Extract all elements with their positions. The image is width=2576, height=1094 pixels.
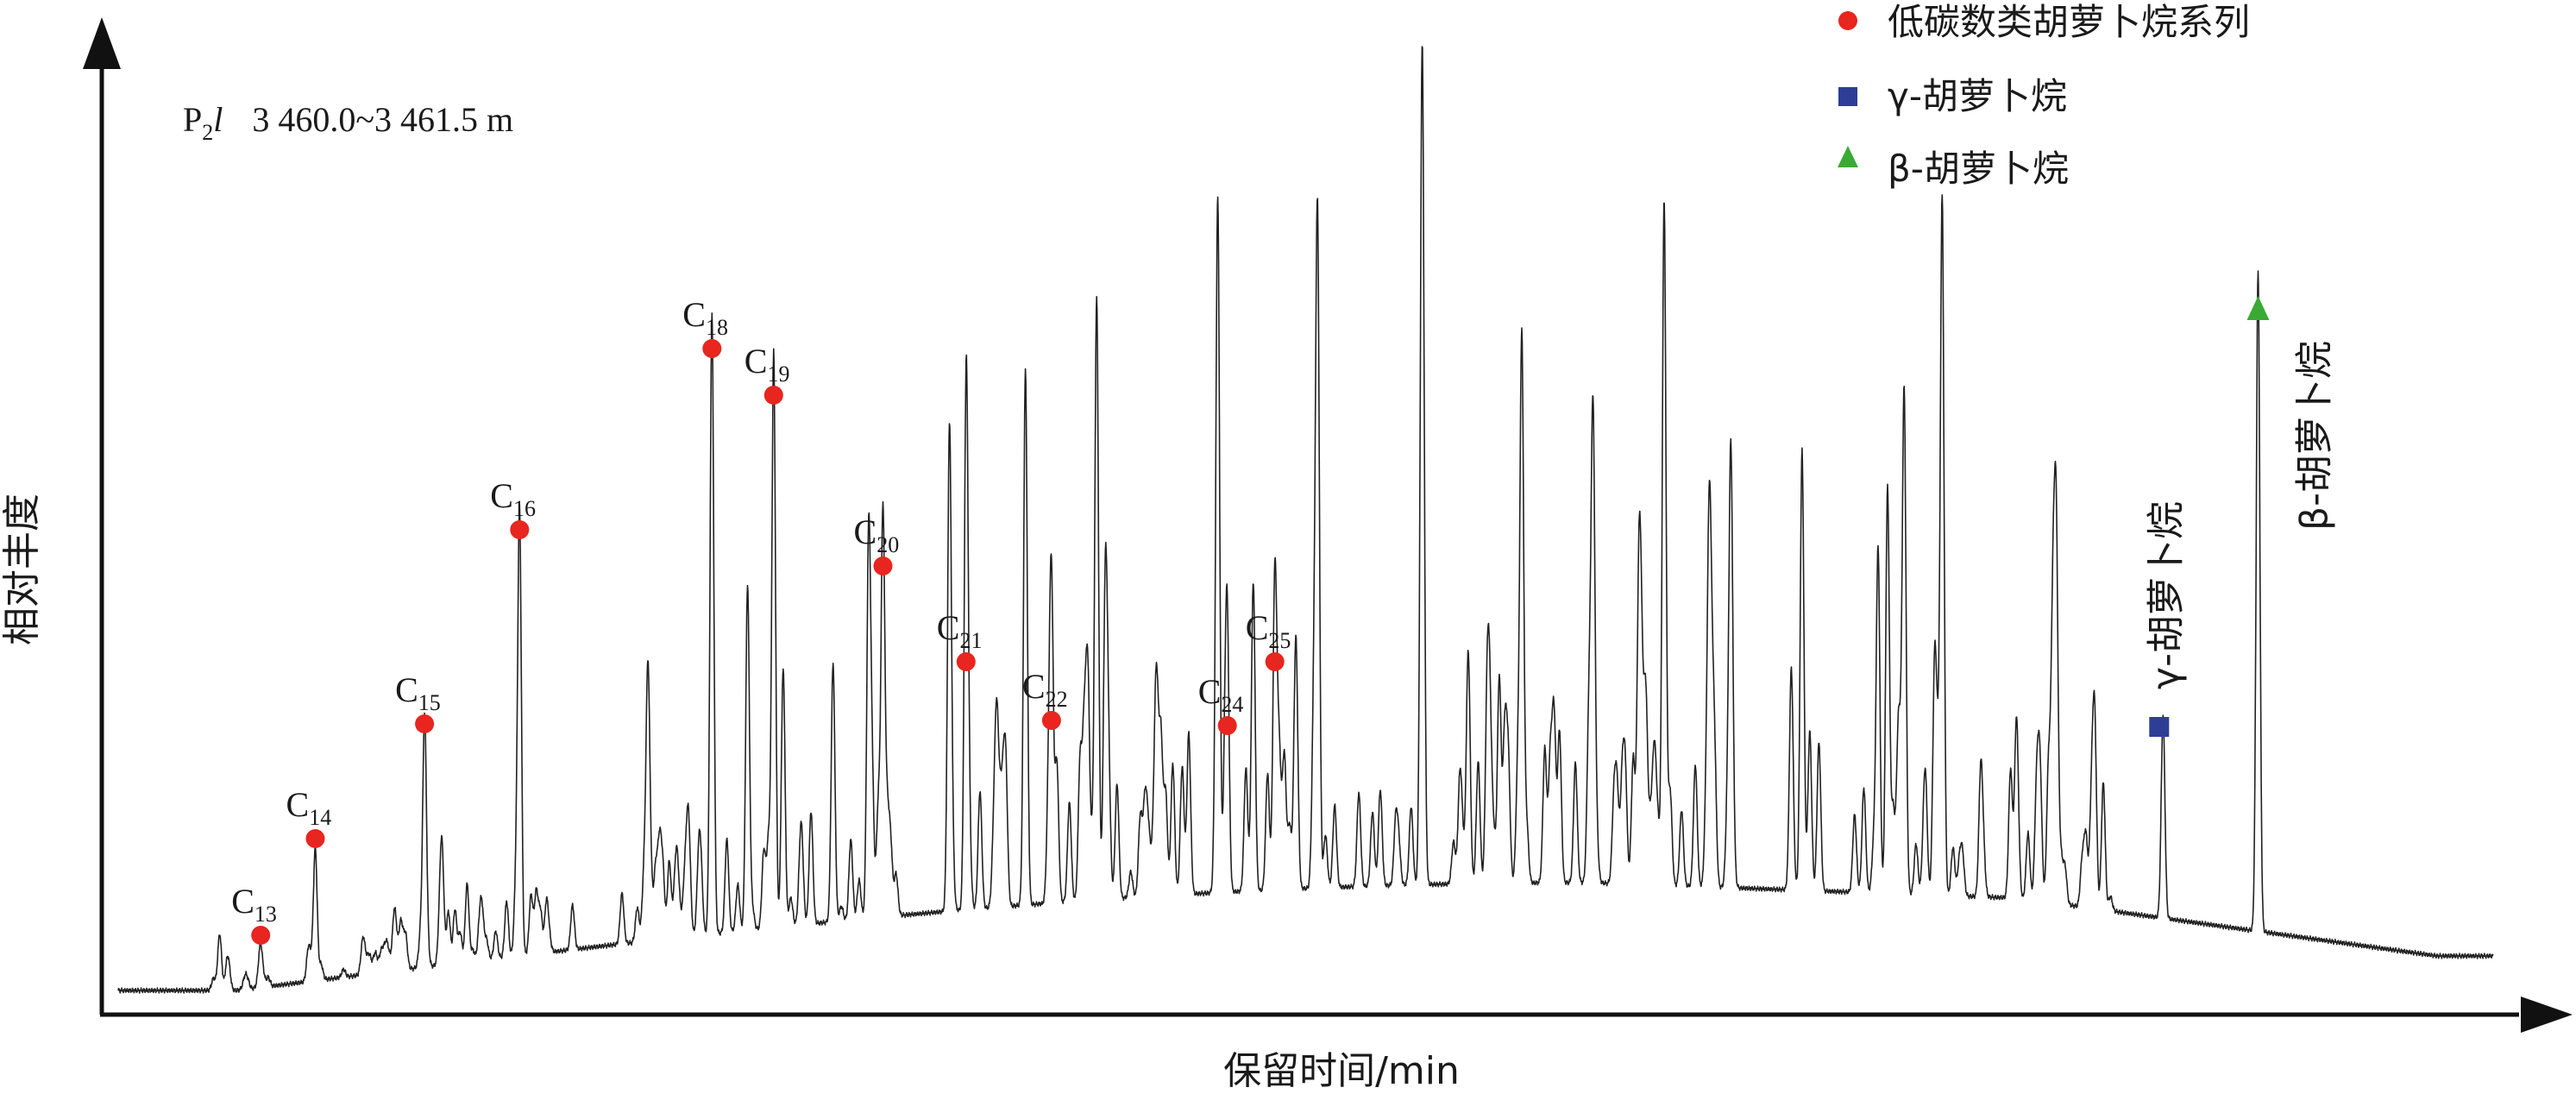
peak-label: C13 [231,882,277,927]
carotane-marker-circle [763,386,783,405]
peak-label: C22 [1022,667,1068,712]
carotane-marker-circle [702,339,722,358]
legend-triangle-icon [1838,146,1858,167]
y-axis-label: 相对丰度 [0,494,44,645]
gamma-carotane-label: γ-胡萝卜烷 [2144,501,2188,689]
carotane-marker-circle [1041,711,1061,730]
gamma-carotane-marker-square [2149,717,2170,737]
peak-label: C18 [682,295,728,340]
depth-range: 3 460.0~3 461.5 m [252,100,513,139]
carotane-marker-circle [1265,652,1285,671]
peak-label: C25 [1246,608,1291,653]
legend: 低碳数类胡萝卜烷系列 γ-胡萝卜烷 β-胡萝卜烷 [1838,1,2250,190]
legend-item-gamma: γ-胡萝卜烷 [1888,75,2067,117]
carotane-marker-circle [251,926,271,945]
x-axis-label: 保留时间/min [1223,1049,1460,1093]
sample-label: P2l 3 460.0~3 461.5 m [183,100,513,145]
peak-label: C20 [854,512,900,557]
peak-label: C21 [937,608,983,653]
beta-carotane-label: β-胡萝卜烷 [2293,341,2337,531]
carotane-marker-circle [1217,716,1237,735]
axes [83,17,2573,1033]
beta-carotane-marker-triangle [2246,296,2270,320]
peak-label: C19 [745,342,790,387]
legend-item-low-carbon: 低碳数类胡萝卜烷系列 [1888,1,2250,43]
x-axis-arrow-icon [2521,997,2573,1033]
peak-label: C16 [490,476,536,521]
carotane-marker-circle [305,829,325,848]
formation-name: P [183,100,202,139]
formation-subscript: 2 [202,120,213,145]
legend-circle-icon [1838,11,1857,30]
carotane-marker-circle [873,556,893,575]
legend-square-icon [1838,87,1857,106]
peak-label: C24 [1198,672,1244,717]
formation-italic: l [213,100,223,139]
carotane-marker-circle [956,652,976,671]
peak-label: C15 [395,670,441,715]
carotane-marker-circle [510,520,530,539]
carotane-marker-circle [415,714,435,733]
chromatogram-trace [117,46,2494,994]
y-axis-arrow-icon [83,17,121,69]
peak-label: C14 [286,785,332,830]
legend-item-beta: β-胡萝卜烷 [1888,148,2069,190]
